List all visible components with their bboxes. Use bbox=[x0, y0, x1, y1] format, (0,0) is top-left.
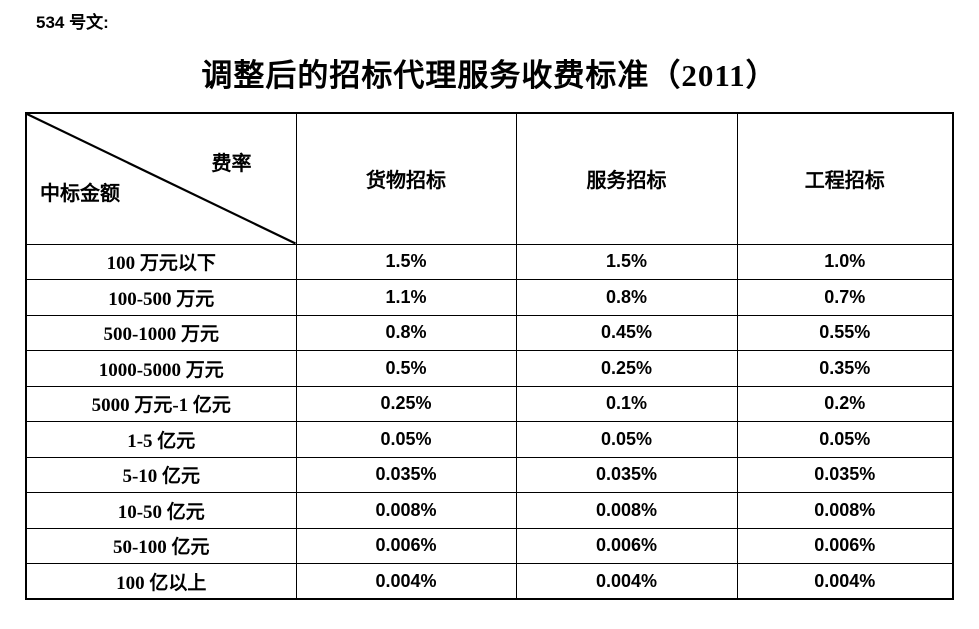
fee-cell: 1.0% bbox=[736, 243, 954, 280]
fee-cell: 0.05% bbox=[515, 421, 738, 458]
table-row: 100 亿以上 0.004% 0.004% 0.004% bbox=[25, 563, 954, 600]
row-label: 5-10 亿元 bbox=[25, 456, 297, 493]
fee-cell: 0.05% bbox=[295, 421, 517, 458]
fee-cell: 0.05% bbox=[736, 421, 954, 458]
fee-cell: 0.004% bbox=[736, 563, 954, 600]
row-label: 50-100 亿元 bbox=[25, 527, 297, 564]
fee-cell: 0.035% bbox=[295, 456, 517, 493]
table-row: 5-10 亿元 0.035% 0.035% 0.035% bbox=[25, 456, 954, 493]
fee-cell: 0.7% bbox=[736, 279, 954, 316]
row-label: 100 亿以上 bbox=[25, 563, 297, 600]
column-header-engineering: 工程招标 bbox=[736, 112, 954, 245]
fee-cell: 0.006% bbox=[295, 527, 517, 564]
table-row: 1000-5000 万元 0.5% 0.25% 0.35% bbox=[25, 350, 954, 387]
fee-cell: 1.5% bbox=[515, 243, 738, 280]
fee-standard-table: 费率 中标金额 货物招标 服务招标 工程招标 100 万元以下 1.5% 1.5… bbox=[25, 112, 954, 600]
column-header-service: 服务招标 bbox=[515, 112, 738, 245]
table-row: 50-100 亿元 0.006% 0.006% 0.006% bbox=[25, 527, 954, 564]
fee-cell: 0.5% bbox=[295, 350, 517, 387]
fee-cell: 0.1% bbox=[515, 385, 738, 422]
fee-cell: 0.25% bbox=[515, 350, 738, 387]
column-header-goods: 货物招标 bbox=[295, 112, 517, 245]
corner-label-rate: 费率 bbox=[211, 153, 252, 175]
doc-number-label: 534 号文: bbox=[36, 13, 109, 32]
corner-header-cell: 费率 中标金额 bbox=[25, 112, 297, 245]
table-row: 5000 万元-1 亿元 0.25% 0.1% 0.2% bbox=[25, 385, 954, 422]
row-label: 1-5 亿元 bbox=[25, 421, 297, 458]
fee-cell: 0.2% bbox=[736, 385, 954, 422]
corner-diagonal-line bbox=[27, 114, 295, 243]
row-label: 100 万元以下 bbox=[25, 243, 297, 280]
fee-cell: 0.006% bbox=[515, 527, 738, 564]
table-header-row: 费率 中标金额 货物招标 服务招标 工程招标 bbox=[25, 112, 954, 245]
table-row: 10-50 亿元 0.008% 0.008% 0.008% bbox=[25, 492, 954, 529]
fee-cell: 0.55% bbox=[736, 314, 954, 351]
fee-cell: 1.5% bbox=[295, 243, 517, 280]
row-label: 1000-5000 万元 bbox=[25, 350, 297, 387]
fee-cell: 0.035% bbox=[736, 456, 954, 493]
table-row: 500-1000 万元 0.8% 0.45% 0.55% bbox=[25, 314, 954, 351]
table-row: 1-5 亿元 0.05% 0.05% 0.05% bbox=[25, 421, 954, 458]
fee-cell: 0.45% bbox=[515, 314, 738, 351]
row-label: 5000 万元-1 亿元 bbox=[25, 385, 297, 422]
row-label: 10-50 亿元 bbox=[25, 492, 297, 529]
fee-cell: 0.004% bbox=[295, 563, 517, 600]
table-row: 100-500 万元 1.1% 0.8% 0.7% bbox=[25, 279, 954, 316]
fee-cell: 0.25% bbox=[295, 385, 517, 422]
fee-cell: 0.035% bbox=[515, 456, 738, 493]
fee-cell: 0.8% bbox=[295, 314, 517, 351]
row-label: 100-500 万元 bbox=[25, 279, 297, 316]
fee-cell: 0.008% bbox=[515, 492, 738, 529]
fee-cell: 0.35% bbox=[736, 350, 954, 387]
fee-cell: 0.8% bbox=[515, 279, 738, 316]
table-row: 100 万元以下 1.5% 1.5% 1.0% bbox=[25, 243, 954, 280]
page-title: 调整后的招标代理服务收费标准（2011） bbox=[201, 58, 778, 93]
fee-cell: 1.1% bbox=[295, 279, 517, 316]
fee-cell: 0.004% bbox=[515, 563, 738, 600]
corner-label-bid-amount: 中标金额 bbox=[40, 183, 120, 205]
fee-cell: 0.008% bbox=[736, 492, 954, 529]
fee-cell: 0.008% bbox=[295, 492, 517, 529]
fee-cell: 0.006% bbox=[736, 527, 954, 564]
row-label: 500-1000 万元 bbox=[25, 314, 297, 351]
